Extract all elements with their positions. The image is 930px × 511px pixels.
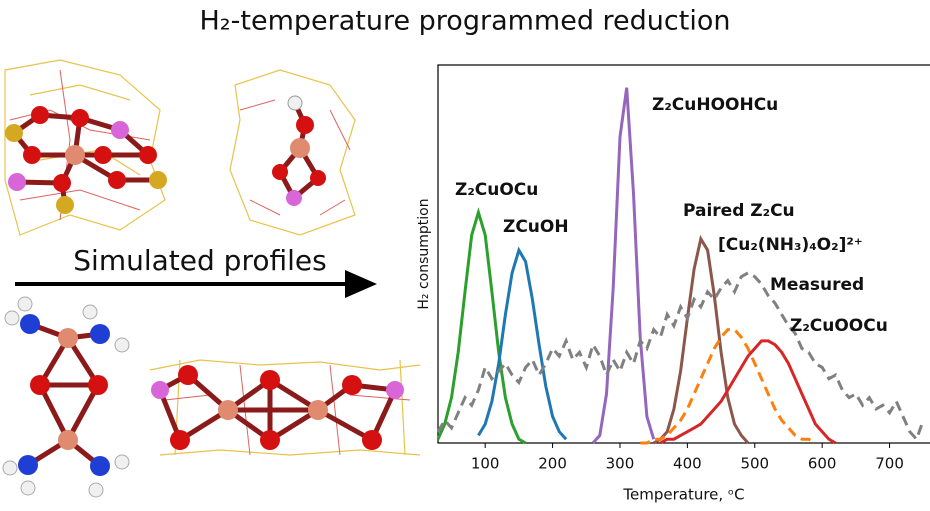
- series-line: [477, 246, 568, 441]
- series-line: [640, 328, 817, 445]
- arrow-head: [345, 270, 377, 298]
- structure-4: [149, 359, 421, 456]
- series-line: [436, 207, 527, 445]
- series-label: Z₂CuOCu: [455, 180, 538, 200]
- structure-1: [4, 59, 167, 236]
- series-line: [659, 339, 837, 445]
- series-label: ZCuOH: [503, 217, 569, 237]
- series-label: [Cu₂(NH₃)₄O₂]²⁺: [718, 235, 863, 255]
- figure-title: H₂-temperature programmed reduction: [200, 6, 731, 37]
- plot-frame: [437, 64, 930, 444]
- x-tick-label: 300: [606, 455, 635, 473]
- series-label: Paired Z₂Cu: [683, 201, 795, 221]
- x-tick-label: 200: [538, 455, 567, 473]
- x-tick-label: 700: [875, 455, 904, 473]
- structure-3: [2, 296, 130, 498]
- series-line: [436, 271, 925, 443]
- series-label: Z₂CuOOCu: [790, 316, 888, 336]
- series-line: [652, 234, 750, 445]
- series-label: Measured: [770, 275, 864, 295]
- series-label: Z₂CuHOOHCu: [652, 95, 778, 115]
- arrow-label: Simulated profiles: [73, 244, 326, 277]
- y-axis-label: H₂ consumption: [416, 198, 432, 309]
- structure-2: [229, 69, 356, 236]
- x-axis-label: Temperature, ᵒC: [622, 486, 744, 504]
- x-tick-label: 500: [740, 455, 769, 473]
- x-tick-label: 600: [808, 455, 837, 473]
- x-tick-label: 400: [673, 455, 702, 473]
- x-tick-label: 100: [471, 455, 500, 473]
- series-line: [591, 87, 656, 445]
